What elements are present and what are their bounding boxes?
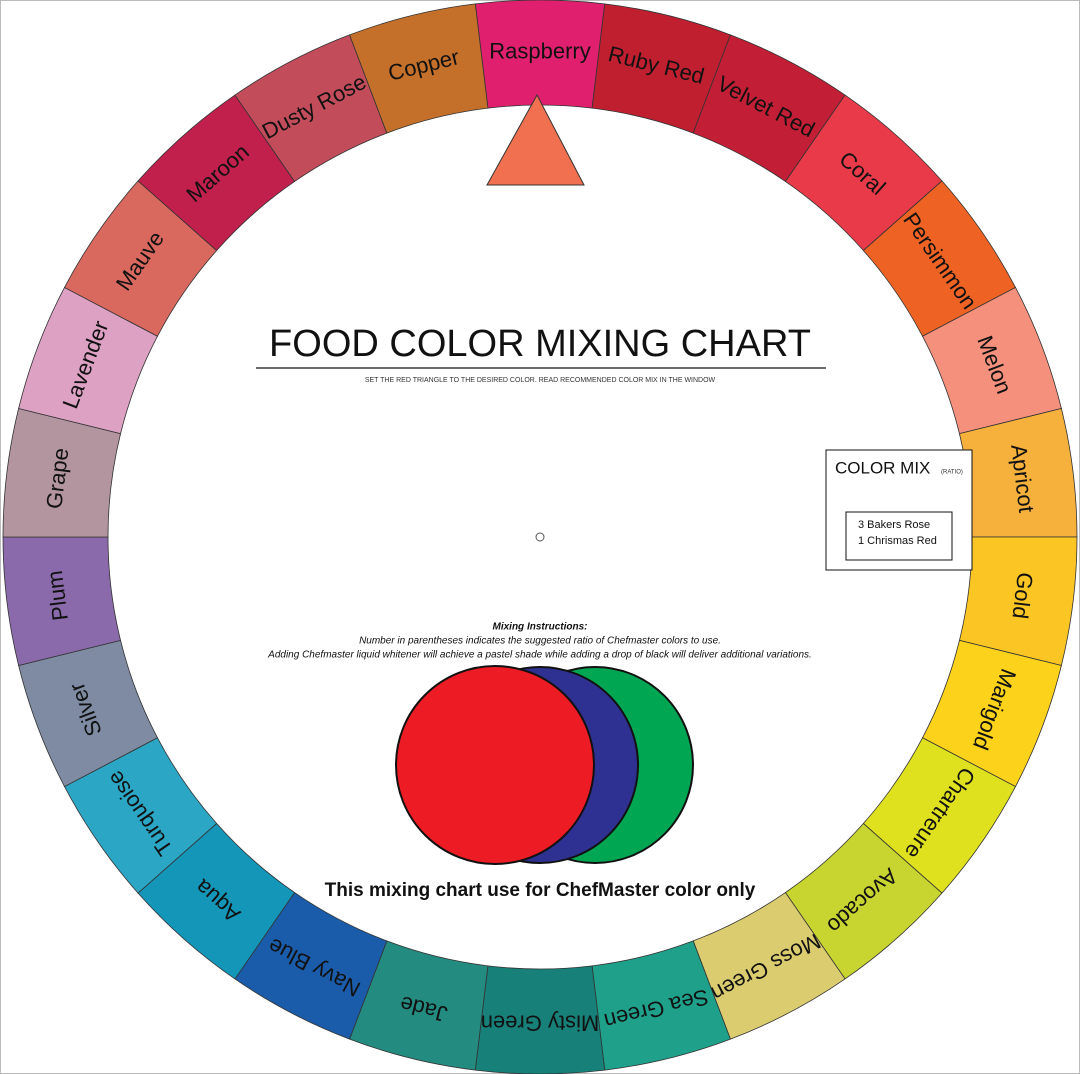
color-segment	[349, 3, 489, 134]
segment-label-group: Misty Green	[481, 1011, 600, 1036]
red-circle	[395, 665, 595, 865]
segment-label-group: Gold	[1007, 571, 1037, 620]
segment-label: Plum	[42, 569, 73, 622]
footer-note: This mixing chart use for ChefMaster col…	[325, 880, 756, 901]
center-pin	[535, 532, 545, 542]
segment-label-group: Raspberry	[489, 38, 590, 63]
color-mix-note: (RATIO)	[941, 470, 963, 476]
instructions-title: Mixing Instructions:	[493, 622, 588, 633]
segment-label: Raspberry	[489, 38, 590, 63]
color-mix-heading: COLOR MIX	[835, 458, 930, 477]
color-mix-line: 3 Bakers Rose	[858, 519, 930, 531]
segment-label-group: Plum	[42, 569, 73, 622]
instructions-line: Adding Chefmaster liquid whitener will a…	[267, 650, 812, 661]
segment-label: Gold	[1007, 571, 1037, 620]
segment-label: Misty Green	[481, 1011, 600, 1036]
pointer-triangle	[486, 93, 585, 186]
color-mix-line: 1 Chrismas Red	[858, 535, 937, 547]
instructions-line: Number in parentheses indicates the sugg…	[359, 636, 721, 647]
title: FOOD COLOR MIXING CHART	[269, 323, 811, 365]
subtitle: SET THE RED TRIANGLE TO THE DESIRED COLO…	[365, 377, 716, 384]
color-mix-window	[845, 511, 953, 561]
